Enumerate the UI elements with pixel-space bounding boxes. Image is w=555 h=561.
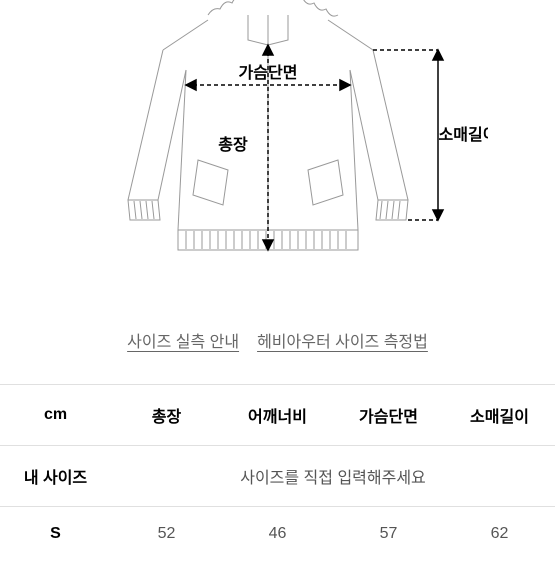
size-guide-link[interactable]: 사이즈 실측 안내	[127, 328, 239, 352]
jacket-diagram: 가슴단면 총장 소매길이	[0, 0, 555, 300]
col-header: 가슴단면	[333, 385, 444, 446]
sleeve-label: 소매길이	[438, 126, 487, 144]
size-cell: 46	[222, 507, 333, 561]
size-cell: 62	[444, 507, 555, 561]
size-cell: 52	[111, 507, 222, 561]
size-method-link[interactable]: 헤비아우터 사이즈 측정법	[257, 328, 428, 352]
size-row-s: S 52 46 57 62	[0, 507, 555, 561]
length-label: 총장	[218, 136, 248, 154]
size-cell: 57	[333, 507, 444, 561]
my-size-placeholder[interactable]: 사이즈를 직접 입력해주세요	[111, 446, 555, 507]
jacket-svg: 가슴단면 총장 소매길이	[68, 0, 488, 310]
my-size-row[interactable]: 내 사이즈 사이즈를 직접 입력해주세요	[0, 446, 555, 507]
table-header-row: cm 총장 어깨너비 가슴단면 소매길이	[0, 385, 555, 446]
size-table: cm 총장 어깨너비 가슴단면 소매길이 내 사이즈 사이즈를 직접 입력해주세…	[0, 384, 555, 561]
unit-header: cm	[0, 385, 111, 446]
size-label: S	[0, 507, 111, 561]
size-links: 사이즈 실측 안내 헤비아우터 사이즈 측정법	[0, 328, 555, 352]
col-header: 총장	[111, 385, 222, 446]
col-header: 어깨너비	[222, 385, 333, 446]
col-header: 소매길이	[444, 385, 555, 446]
my-size-label: 내 사이즈	[0, 446, 111, 507]
